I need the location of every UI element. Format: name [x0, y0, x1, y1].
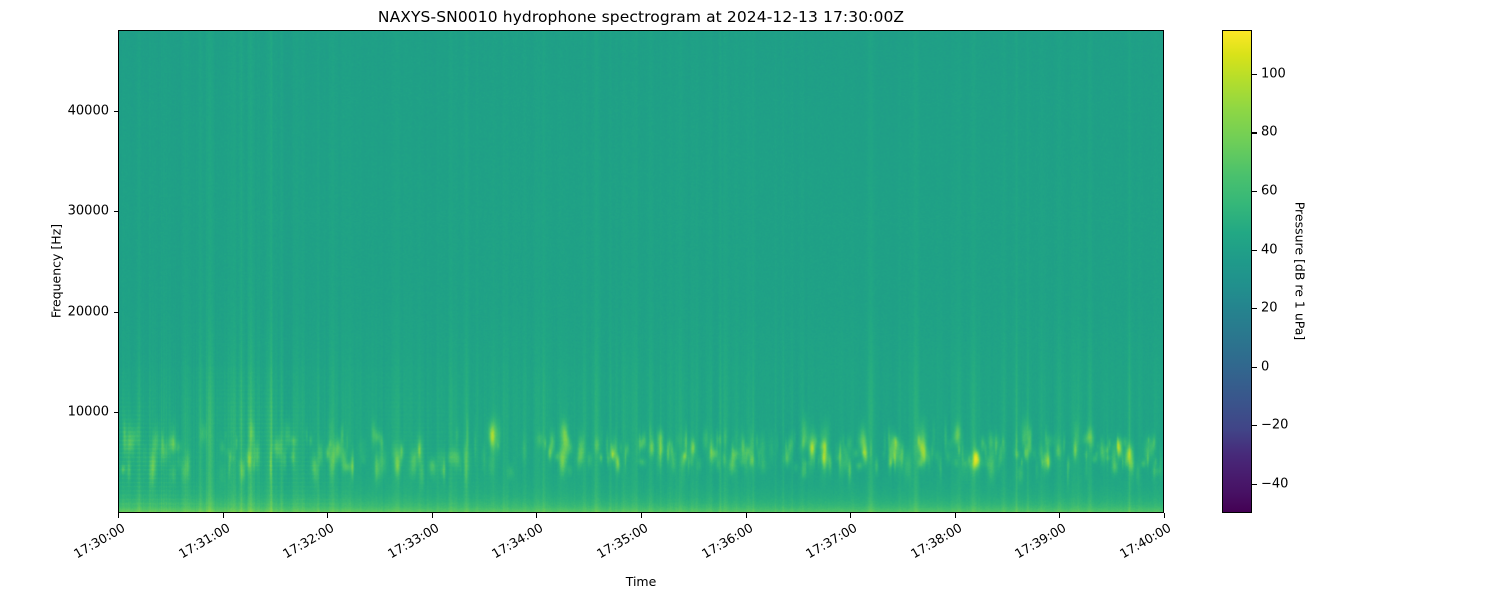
x-tick-label: 17:37:00: [803, 520, 860, 562]
y-tick-mark: [113, 412, 118, 414]
colorbar-tick-label: 0: [1261, 359, 1270, 375]
y-tick-mark: [113, 110, 118, 112]
x-tick-mark: [745, 513, 747, 518]
chart-title: NAXYS-SN0010 hydrophone spectrogram at 2…: [377, 8, 905, 26]
y-tick-label: 30000: [67, 203, 109, 219]
colorbar-tick-mark: [1252, 73, 1257, 75]
x-tick-label: 17:31:00: [175, 520, 233, 562]
x-tick-label: 17:39:00: [1012, 520, 1069, 562]
x-tick-mark: [850, 513, 852, 518]
colorbar-tick-label: −20: [1261, 417, 1289, 433]
spectrogram-image: [119, 31, 1163, 512]
x-tick-mark: [327, 513, 329, 518]
y-tick-label: 40000: [67, 103, 109, 118]
x-tick-mark: [431, 513, 433, 518]
colorbar-tick-mark: [1252, 483, 1257, 485]
x-tick-mark: [536, 513, 538, 518]
x-tick-label: 17:36:00: [698, 520, 756, 562]
x-tick-label: 17:38:00: [907, 520, 965, 562]
x-tick-mark: [1164, 513, 1166, 518]
colorbar-tick-label: 100: [1261, 66, 1286, 82]
x-tick-label: 17:30:00: [71, 520, 128, 562]
y-tick-mark: [113, 211, 118, 213]
x-tick-label: 17:34:00: [489, 520, 546, 562]
x-tick-label: 17:32:00: [280, 520, 337, 562]
colorbar-tick-mark: [1252, 249, 1257, 251]
colorbar-gradient[interactable]: [1222, 30, 1252, 513]
colorbar-tick-mark: [1252, 191, 1257, 193]
x-tick-mark: [641, 513, 643, 518]
x-tick-mark: [222, 513, 224, 518]
x-tick-mark: [954, 513, 956, 518]
colorbar-tick-label: 60: [1261, 183, 1278, 199]
x-tick-label: 17:40:00: [1117, 520, 1174, 562]
colorbar-tick-mark: [1252, 308, 1257, 310]
y-tick-label: 20000: [67, 304, 109, 320]
x-tick-label: 17:35:00: [594, 520, 651, 562]
colorbar-tick-mark: [1252, 366, 1257, 368]
y-axis-label: Frequency [Hz]: [48, 223, 64, 319]
x-tick-mark: [118, 513, 120, 518]
colorbar-label: Pressure [dB re 1 uPa]: [1292, 201, 1308, 341]
colorbar-tick-label: 40: [1261, 242, 1278, 258]
x-tick-mark: [1059, 513, 1061, 518]
colorbar-tick-mark: [1252, 132, 1257, 134]
colorbar-tick-label: −40: [1261, 476, 1289, 492]
colorbar-tick-label: 80: [1261, 124, 1278, 140]
x-axis-label: Time: [625, 574, 657, 589]
colorbar-tick-mark: [1252, 425, 1257, 427]
spectrogram-plot-area[interactable]: [118, 30, 1164, 513]
y-tick-mark: [113, 311, 118, 313]
x-tick-label: 17:33:00: [384, 520, 442, 562]
colorbar-tick-label: 20: [1261, 300, 1278, 316]
y-tick-label: 10000: [67, 404, 109, 420]
